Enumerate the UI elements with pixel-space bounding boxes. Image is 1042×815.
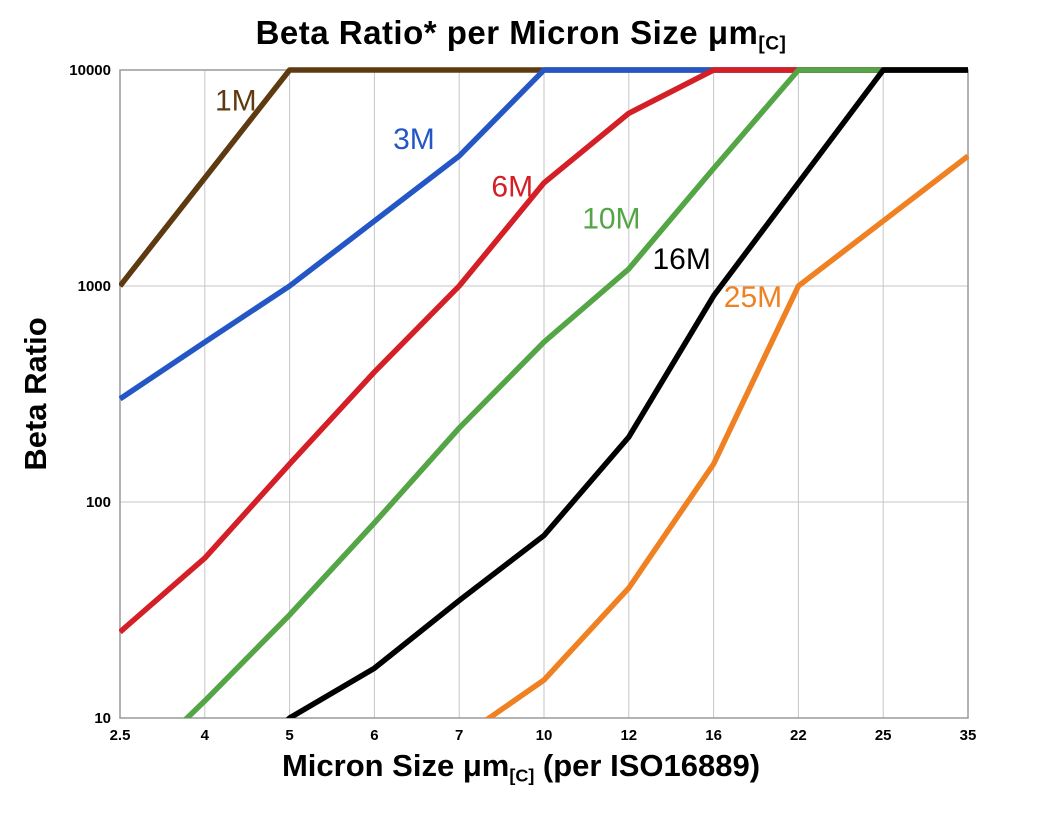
series-label-6M: 6M: [491, 170, 533, 203]
x-tick-label: 2.5: [110, 727, 131, 744]
x-axis-title: Micron Size μm[C] (per ISO16889): [0, 748, 1042, 786]
x-tick-label: 4: [201, 727, 210, 744]
x-axis-title-subscript: [C]: [509, 765, 535, 786]
x-tick-label: 5: [285, 727, 293, 744]
chart-title: Beta Ratio* per Micron Size μm[C]: [0, 14, 1042, 56]
series-line-25M: [484, 153, 969, 718]
series-label-3M: 3M: [393, 123, 435, 156]
y-tick-label: 1000: [78, 278, 111, 295]
x-tick-label: 10: [536, 727, 553, 744]
x-tick-label: 7: [455, 727, 463, 744]
x-tick-label: 25: [875, 727, 892, 744]
x-tick-label: 6: [370, 727, 378, 744]
y-tick-label: 10000: [69, 62, 111, 79]
y-tick-label: 10: [94, 710, 111, 727]
x-tick-label: 16: [705, 727, 722, 744]
series-label-10M: 10M: [582, 202, 640, 235]
y-tick-label: 100: [86, 494, 111, 511]
x-axis-title-text: Micron Size μm: [281, 748, 510, 783]
chart-title-text: Beta Ratio* per Micron Size μm: [255, 14, 759, 51]
series-line-16M: [285, 67, 968, 718]
series-group: [119, 67, 969, 718]
x-axis-title-suffix: (per ISO16889): [534, 748, 761, 783]
x-tick-label: 35: [960, 727, 977, 744]
x-tick-label: 22: [790, 727, 807, 744]
series-label-1M: 1M: [215, 84, 257, 117]
chart-title-subscript: [C]: [758, 33, 787, 55]
series-line-10M: [183, 67, 968, 718]
series-label-25M: 25M: [724, 281, 782, 314]
x-tick-label: 12: [620, 727, 637, 744]
series-label-16M: 16M: [653, 243, 711, 276]
